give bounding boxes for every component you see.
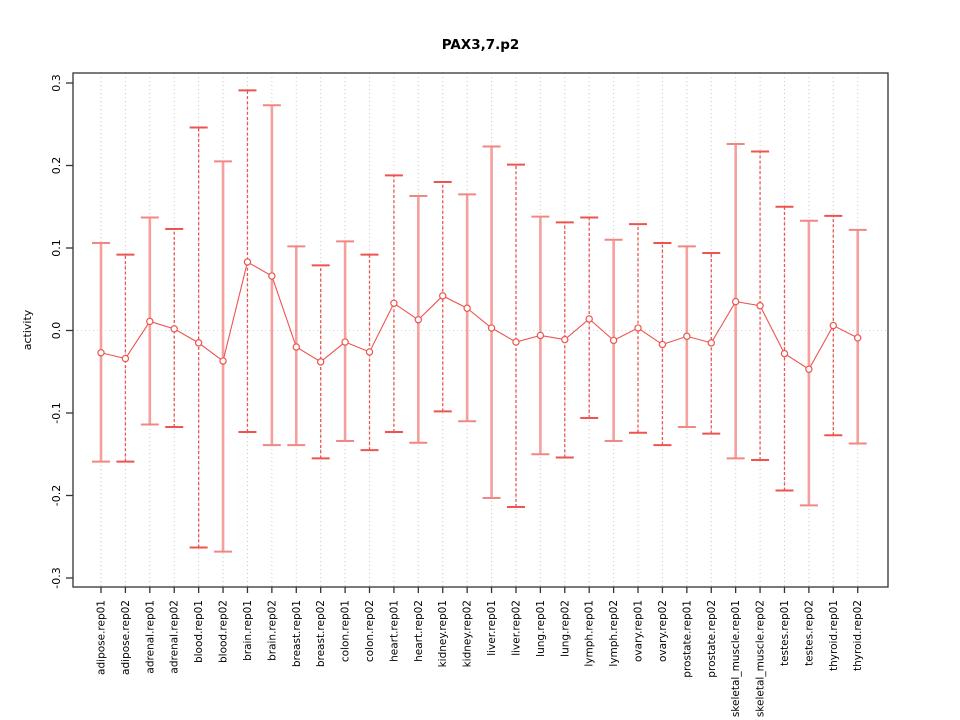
- x-tick-label: adrenal.rep01: [144, 600, 156, 674]
- x-tick-label: blood.rep02: [218, 600, 230, 663]
- x-tick-label: liver.rep02: [510, 600, 522, 656]
- data-point: [756, 302, 764, 310]
- x-tick-label: adrenal.rep02: [169, 600, 181, 674]
- data-point: [243, 258, 252, 266]
- x-tick-label: brain.rep02: [266, 600, 278, 661]
- data-point: [707, 339, 715, 347]
- y-tick-label: -0.1: [50, 402, 63, 423]
- y-tick-label: -0.2: [50, 485, 63, 506]
- data-point: [609, 336, 618, 345]
- x-tick-label: heart.rep01: [388, 600, 400, 662]
- y-tick-label: -0.3: [50, 567, 63, 588]
- data-point: [780, 349, 789, 358]
- data-point: [561, 335, 569, 344]
- y-tick-label: 0.2: [50, 157, 63, 175]
- data-point: [634, 324, 642, 332]
- x-tick-label: blood.rep01: [193, 600, 205, 663]
- data-point: [439, 292, 447, 300]
- data-point: [121, 354, 130, 363]
- series-line: [100, 261, 858, 371]
- data-point: [805, 365, 813, 373]
- x-tick-label: breast.rep01: [291, 600, 303, 667]
- x-tick-label: testes.rep02: [803, 600, 815, 666]
- x-tick-label: prostate.rep01: [681, 600, 693, 678]
- x-tick-label: colon.rep02: [364, 600, 376, 662]
- x-tick-label: kidney.rep01: [437, 600, 449, 667]
- data-point: [316, 358, 325, 366]
- x-tick-label: lung.rep01: [535, 600, 547, 657]
- x-tick-label: ovary.rep02: [657, 600, 669, 662]
- data-point: [341, 338, 349, 346]
- data-point: [463, 304, 471, 312]
- data-point: [512, 338, 520, 346]
- x-tick-label: adipose.rep02: [120, 600, 132, 675]
- data-point: [731, 297, 740, 306]
- data-point: [683, 332, 691, 340]
- x-tick-label: lymph.rep01: [584, 600, 596, 667]
- y-tick-label: 0.1: [50, 239, 63, 257]
- data-point: [219, 357, 227, 365]
- x-tick-label: colon.rep01: [340, 600, 352, 662]
- data-point: [170, 325, 178, 333]
- data-point: [585, 315, 593, 323]
- data-point: [658, 340, 667, 349]
- x-tick-label: thyroid.rep02: [852, 600, 864, 671]
- x-tick-label: lung.rep02: [559, 600, 571, 657]
- y-tick-label: 0.0: [50, 322, 63, 340]
- x-tick-label: prostate.rep02: [706, 600, 718, 678]
- x-tick-label: skeletal_muscle.rep01: [730, 600, 742, 717]
- x-tick-label: testes.rep01: [779, 600, 791, 666]
- data-point: [146, 317, 154, 326]
- x-tick-label: lymph.rep02: [608, 600, 620, 667]
- data-point: [487, 324, 496, 332]
- chart-title: PAX3,7.p2: [442, 37, 520, 53]
- data-point: [365, 348, 374, 356]
- data-point: [829, 321, 838, 330]
- x-tick-label: skeletal_muscle.rep02: [755, 600, 767, 717]
- data-point: [414, 316, 423, 324]
- data-point: [854, 334, 862, 342]
- data-point: [536, 331, 545, 340]
- x-tick-label: thyroid.rep01: [828, 600, 840, 671]
- x-tick-label: liver.rep01: [486, 600, 498, 656]
- data-point: [97, 349, 105, 357]
- x-tick-label: brain.rep01: [242, 600, 254, 661]
- y-axis-label: activity: [21, 309, 34, 350]
- data-point: [390, 299, 398, 307]
- data-point: [268, 272, 276, 280]
- x-tick-label: kidney.rep02: [462, 600, 474, 667]
- x-tick-label: breast.rep02: [315, 600, 327, 667]
- data-point: [292, 343, 300, 351]
- y-tick-label: 0.3: [50, 74, 63, 92]
- x-tick-label: adipose.rep01: [96, 600, 108, 675]
- x-tick-label: heart.rep02: [413, 600, 425, 662]
- x-tick-label: ovary.rep01: [633, 600, 645, 662]
- data-point: [194, 339, 203, 347]
